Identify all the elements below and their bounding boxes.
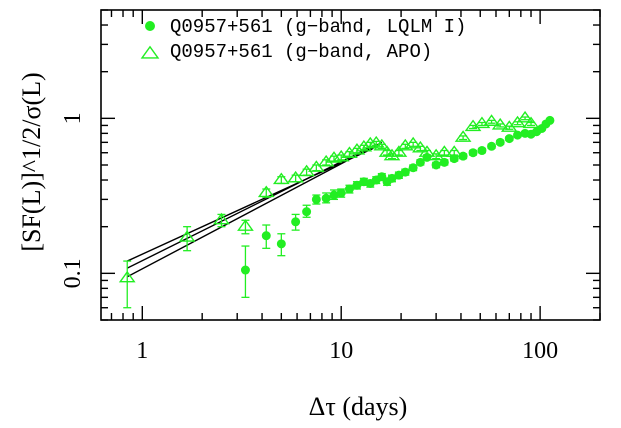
data-point-triangle bbox=[483, 114, 500, 126]
data-point-circle bbox=[513, 130, 523, 140]
data-point-circle bbox=[276, 239, 286, 249]
data-point-triangle bbox=[445, 145, 463, 157]
data-point-triangle bbox=[373, 138, 391, 151]
data-point-circle bbox=[504, 134, 514, 144]
x-tick-label: 10 bbox=[329, 338, 353, 364]
data-point-circle bbox=[545, 115, 555, 125]
data-point-triangle bbox=[491, 117, 509, 130]
data-point-triangle bbox=[418, 145, 436, 157]
legend-label: Q0957+561 (g−band, APO) bbox=[170, 41, 432, 63]
data-point-circle bbox=[468, 148, 478, 158]
data-point-triangle bbox=[454, 130, 472, 142]
x-tick-label: 1 bbox=[136, 338, 148, 364]
fit-line bbox=[126, 143, 377, 269]
axes: 1 10 100 0.1 1 bbox=[60, 9, 601, 364]
data-point-circle bbox=[261, 231, 271, 241]
data-point-triangle bbox=[332, 149, 350, 162]
data-point-circle bbox=[408, 163, 418, 173]
data-point-triangle bbox=[257, 185, 275, 198]
data-point-circle bbox=[477, 146, 487, 156]
data-point-circle bbox=[415, 157, 425, 167]
x-axis-label: Δτ (days) bbox=[309, 392, 408, 421]
data-point-triangle bbox=[178, 230, 196, 242]
data-point-triangle bbox=[237, 219, 254, 231]
data-point-circle bbox=[439, 157, 449, 167]
data-point-circle bbox=[302, 207, 312, 217]
legend-circle-marker bbox=[145, 21, 155, 31]
data-point-circle bbox=[495, 137, 505, 147]
data-point-circle bbox=[311, 194, 321, 204]
data-point-triangle bbox=[118, 270, 136, 283]
data-point-circle bbox=[400, 167, 410, 177]
y-tick-label: 0.1 bbox=[60, 258, 86, 288]
data-points bbox=[118, 110, 555, 309]
data-point-circle bbox=[344, 184, 354, 194]
series-lqlm bbox=[240, 115, 555, 299]
data-point-triangle bbox=[272, 172, 290, 185]
data-point-circle bbox=[336, 188, 346, 198]
data-point-triangle bbox=[435, 145, 453, 157]
data-point-triangle bbox=[317, 154, 335, 167]
data-point-triangle bbox=[516, 110, 534, 123]
y-axis-label: [SF(L)]^1/2/σ(L) bbox=[17, 72, 46, 251]
data-point-triangle bbox=[522, 116, 540, 129]
data-point-triangle bbox=[390, 145, 408, 157]
legend: Q0957+561 (g−band, LQLM I) Q0957+561 (g−b… bbox=[140, 16, 466, 63]
data-point-triangle bbox=[412, 140, 429, 153]
data-point-triangle bbox=[427, 148, 445, 161]
x-tick-label: 100 bbox=[522, 338, 558, 364]
series-apo bbox=[118, 110, 540, 309]
data-point-triangle bbox=[341, 146, 358, 159]
data-point-circle bbox=[487, 141, 497, 151]
data-point-triangle bbox=[473, 116, 491, 129]
data-point-triangle bbox=[287, 170, 304, 183]
data-point-circle bbox=[240, 265, 250, 275]
data-point-circle bbox=[431, 160, 441, 170]
data-point-triangle bbox=[361, 136, 379, 149]
fit-line bbox=[126, 147, 374, 262]
fit-lines bbox=[126, 141, 383, 278]
fit-line bbox=[126, 141, 383, 278]
data-point-circle bbox=[321, 193, 331, 203]
y-tick-label: 1 bbox=[60, 112, 86, 124]
legend-label: Q0957+561 (g−band, LQLM I) bbox=[170, 16, 466, 38]
data-point-circle bbox=[291, 217, 301, 227]
data-point-triangle bbox=[404, 136, 422, 149]
data-point-triangle bbox=[213, 212, 230, 225]
legend-triangle-marker bbox=[140, 45, 160, 59]
